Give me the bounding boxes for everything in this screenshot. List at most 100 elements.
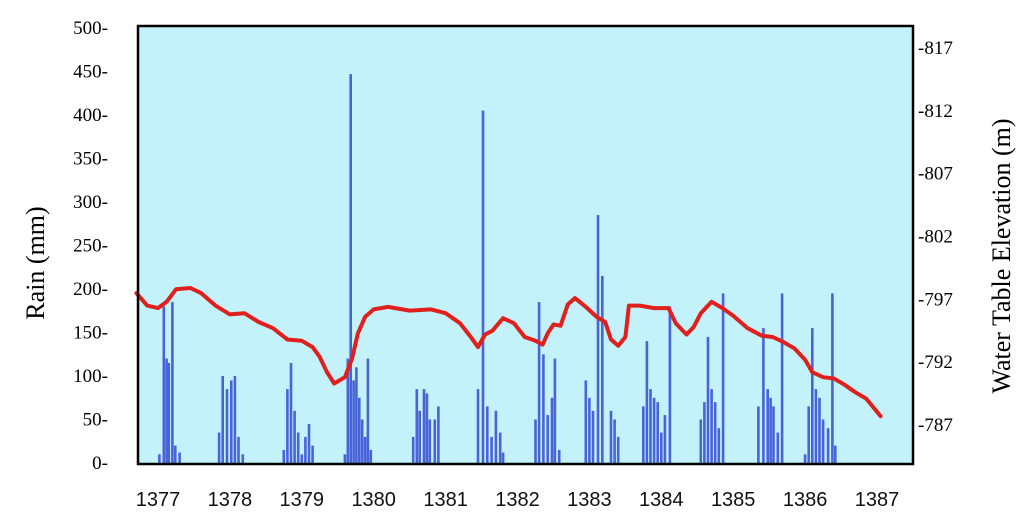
left-tick-label: 100- [73,366,108,387]
right-axis-title: Water Table Elevation (m) [987,119,1016,394]
rain-bar [165,358,168,463]
rain-bar [289,362,293,463]
rain-bar [346,358,350,463]
rain-bar [363,436,367,463]
rain-bar [490,436,493,463]
rain-bar [807,406,810,463]
rain-bar [660,432,663,463]
x-tick-label: 1380 [351,489,396,511]
right-tick-label: -807 [918,164,953,185]
plot-background [138,26,913,464]
rain-bar [703,402,706,463]
right-tick-label: -797 [918,289,953,310]
rain-bar [178,452,181,463]
rain-bar [286,389,289,463]
x-axis-ticks: 1377 1378 1379 1380 1381 1382 1383 1384 1385 1386… [136,489,900,511]
rain-bar [717,428,721,463]
rain-bar [656,402,659,463]
rain-bar [601,275,604,463]
left-tick-label: 500- [73,18,108,39]
rain-bar [437,406,440,463]
rain-bar [769,397,772,464]
rain-bar [162,306,166,463]
rain-bar [225,389,229,463]
right-axis-ticks: -817 -812 -807 -802 -797 -792 -787 [918,38,953,436]
rain-bar [553,358,557,463]
rain-bars [158,74,837,464]
rain-bar [537,302,541,463]
rain-bar [415,389,419,463]
rain-bar [167,362,171,463]
rain-bar [304,436,307,463]
left-tick-label: 350- [73,149,108,170]
left-tick-label: 450- [73,62,108,83]
rain-bar [494,410,498,463]
rain-bar [668,306,672,463]
rain-bar [217,432,221,463]
x-tick-label: 1387 [855,489,900,511]
rain-bar [588,397,591,464]
rain-bar [706,336,710,463]
x-tick-label: 1385 [711,489,756,511]
rain-bar [834,445,837,463]
rain-bar [343,454,347,463]
rain-bar [596,215,600,463]
left-tick-label: 0- [92,453,108,474]
rain-bar [546,415,549,463]
rain-bar [476,389,480,463]
rain-bar [411,436,415,463]
rain-bar [542,354,545,464]
water-table-line [134,286,883,419]
rain-bar [355,367,358,463]
plot-frame [136,24,915,466]
rain-bar [649,389,652,463]
rain-bar [501,452,505,463]
rain-bar [293,410,296,463]
rain-bar [498,432,502,463]
rain-bar [713,402,717,463]
rain-bar [428,419,432,463]
rain-bar [358,397,361,464]
rain-bar [550,397,554,464]
left-axis-title: Rain (mm) [21,206,50,319]
rain-bar [721,293,725,463]
rain-bar [366,358,370,463]
rain-bar [352,380,355,463]
rain-bar [300,454,304,463]
rain-bar [772,406,775,463]
rain-bar [818,397,821,464]
rain-bar [296,432,300,463]
rain-bar [557,449,561,463]
rain-bar [584,380,588,463]
rain-bar [591,410,595,463]
x-tick-label: 1377 [136,489,181,511]
rain-bar [534,419,537,463]
rain-bar [307,423,311,463]
x-tick-label: 1381 [423,489,468,511]
rain-bar [609,410,613,463]
rain-bar [663,415,667,463]
left-tick-label: 400- [73,105,108,126]
rain-bar [241,454,245,463]
x-tick-label: 1378 [208,489,253,511]
x-tick-label: 1379 [280,489,325,511]
x-tick-label: 1384 [639,489,684,511]
rain-bar [652,397,656,464]
rain-bar [616,436,620,463]
rain-bar [433,419,437,463]
left-axis-ticks: 500- 450- 400- 350- 300- 250- 200- 150- 100- 50- 0… [73,18,108,474]
plot-area [134,24,915,466]
rain-bar [233,376,237,463]
rain-bar [780,293,784,463]
x-tick-label: 1383 [567,489,612,511]
right-tick-label: -802 [918,227,953,248]
rain-bar [230,380,233,463]
rain-bar [811,328,814,463]
rain-bar [369,449,373,463]
rain-bar [481,110,485,463]
rain-bar [282,449,286,463]
rain-bar [221,376,224,463]
rain-bar [360,419,364,463]
rain-bar [158,454,161,463]
